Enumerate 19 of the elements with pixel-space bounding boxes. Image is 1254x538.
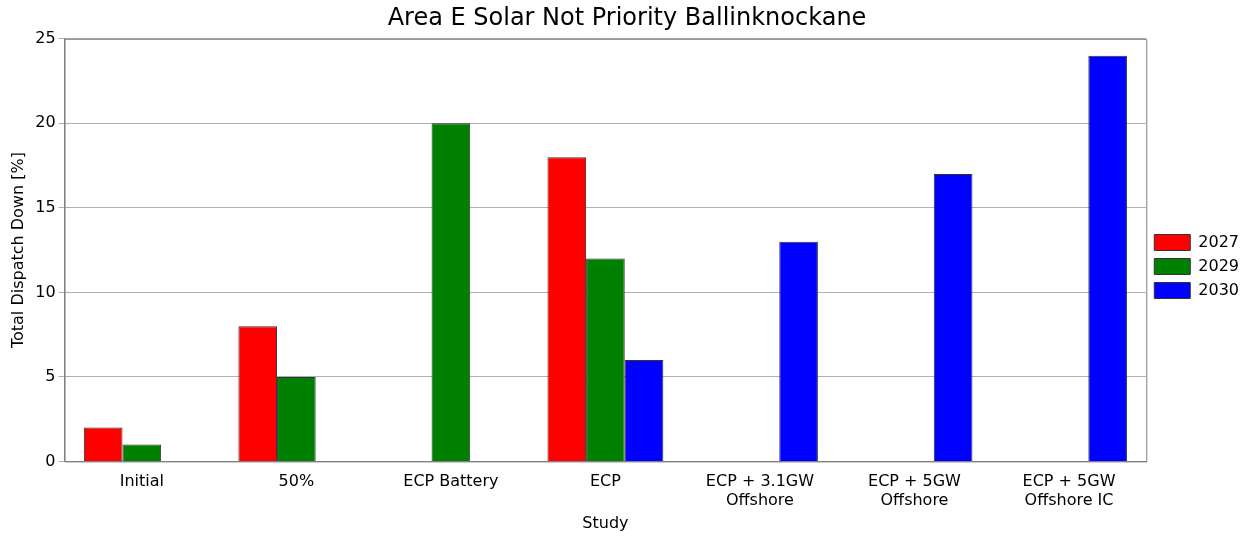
y-tick-label: 5 bbox=[45, 366, 56, 386]
legend-label: 2027 bbox=[1198, 231, 1239, 251]
legend-label: 2030 bbox=[1198, 279, 1239, 299]
x-axis-title: Study bbox=[582, 512, 629, 532]
x-tick-label: ECP + 5GW Offshore IC bbox=[1022, 471, 1116, 510]
y-tick-label: 20 bbox=[35, 112, 56, 132]
x-tick-label: ECP + 3.1GW Offshore bbox=[705, 471, 815, 510]
y-tick-label: 0 bbox=[45, 450, 56, 470]
x-tick-label: ECP Battery bbox=[403, 471, 499, 491]
y-tick-label: 15 bbox=[35, 197, 56, 216]
legend-label: 2029 bbox=[1198, 255, 1239, 275]
y-axis-title: Total Dispatch Down [%] bbox=[7, 152, 27, 350]
y-tick-label: 25 bbox=[35, 27, 56, 47]
x-tick-label: 50% bbox=[278, 471, 315, 491]
chart-title: Area E Solar Not Priority Ballinknockane bbox=[387, 2, 867, 31]
x-tick-label: ECP + 5GW Offshore bbox=[868, 471, 962, 510]
x-tick-label: Initial bbox=[119, 471, 164, 491]
x-tick-label: ECP bbox=[589, 471, 622, 491]
y-tick-label: 10 bbox=[35, 281, 56, 301]
